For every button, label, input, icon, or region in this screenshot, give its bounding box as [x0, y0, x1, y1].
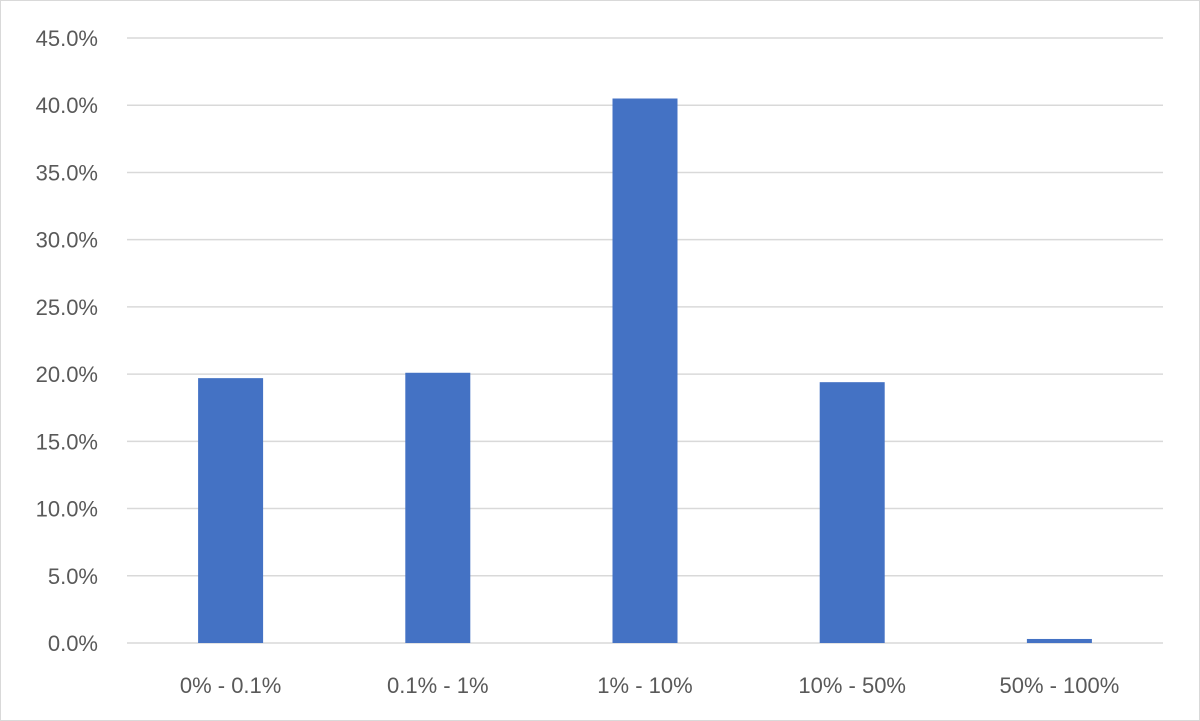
x-tick-label: 50% - 100% — [999, 673, 1119, 698]
y-tick-label: 40.0% — [36, 93, 98, 118]
x-axis-tick-labels: 0% - 0.1% 0.1% - 1% 1% - 10% 10% - 50% 50% -… — [180, 673, 1119, 698]
y-tick-label: 15.0% — [36, 429, 98, 454]
bar — [819, 382, 885, 643]
bars — [198, 98, 1092, 643]
y-tick-label: 10.0% — [36, 497, 98, 522]
y-axis-tick-labels: 0.0% 5.0% 10.0% 15.0% 20.0% 25.0% 30.0% 35.0% 40… — [36, 26, 98, 656]
y-tick-label: 35.0% — [36, 160, 98, 185]
bar — [1026, 638, 1092, 643]
x-tick-label: 0% - 0.1% — [180, 673, 282, 698]
bar — [198, 378, 264, 643]
bar — [405, 372, 471, 643]
y-tick-label: 30.0% — [36, 228, 98, 253]
x-tick-label: 0.1% - 1% — [387, 673, 489, 698]
y-tick-label: 25.0% — [36, 295, 98, 320]
x-tick-label: 1% - 10% — [597, 673, 692, 698]
y-tick-label: 20.0% — [36, 362, 98, 387]
y-tick-label: 5.0% — [48, 564, 98, 589]
y-tick-label: 0.0% — [48, 631, 98, 656]
bar — [612, 98, 678, 643]
y-tick-label: 45.0% — [36, 26, 98, 51]
x-tick-label: 10% - 50% — [798, 673, 906, 698]
